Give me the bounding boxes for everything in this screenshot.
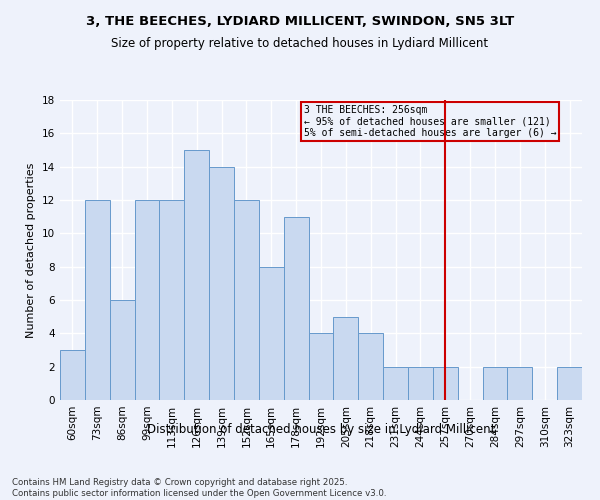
Bar [284,216,308,400]
Text: Distribution of detached houses by size in Lydiard Millicent: Distribution of detached houses by size … [147,422,495,436]
Bar [408,366,433,400]
Bar [160,200,184,400]
Bar [557,366,582,400]
Bar [308,334,334,400]
Bar [482,366,508,400]
Bar [433,366,458,400]
Bar [234,200,259,400]
Bar [134,200,160,400]
Bar [508,366,532,400]
Bar [85,200,110,400]
Bar [184,150,209,400]
Bar [60,350,85,400]
Text: Size of property relative to detached houses in Lydiard Millicent: Size of property relative to detached ho… [112,38,488,51]
Text: 3, THE BEECHES, LYDIARD MILLICENT, SWINDON, SN5 3LT: 3, THE BEECHES, LYDIARD MILLICENT, SWIND… [86,15,514,28]
Bar [383,366,408,400]
Bar [334,316,358,400]
Bar [110,300,134,400]
Bar [358,334,383,400]
Text: 3 THE BEECHES: 256sqm
← 95% of detached houses are smaller (121)
5% of semi-deta: 3 THE BEECHES: 256sqm ← 95% of detached … [304,105,556,138]
Bar [259,266,284,400]
Y-axis label: Number of detached properties: Number of detached properties [26,162,37,338]
Text: Contains HM Land Registry data © Crown copyright and database right 2025.
Contai: Contains HM Land Registry data © Crown c… [12,478,386,498]
Bar [209,166,234,400]
